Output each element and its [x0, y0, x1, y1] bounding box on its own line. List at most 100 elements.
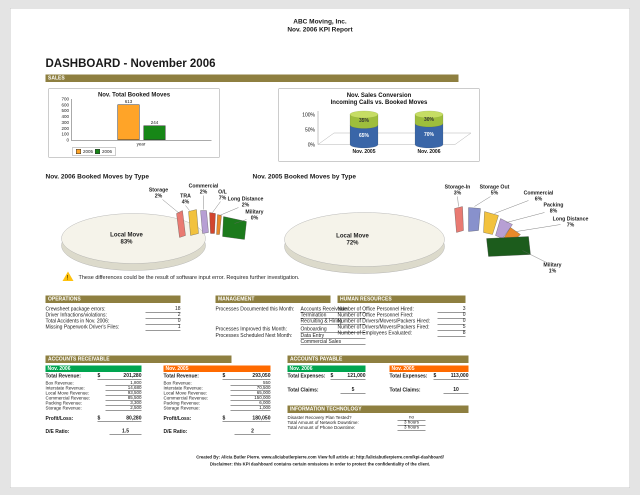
profit-loss-row: Profit/Loss: $ 80,280: [46, 416, 142, 422]
row-label: Total Revenue:: [45, 373, 81, 380]
ar-row: Interstate Revenue: 14,680: [46, 385, 142, 391]
row-value: 0: [145, 318, 181, 325]
row-label: Processes Scheduled Next Month:: [215, 333, 293, 339]
pie-label: Storage-In: [445, 185, 471, 191]
pie-label: Long Distance: [228, 197, 264, 203]
hr-row: Number of Office Personnel Hired: 3: [337, 306, 466, 313]
row-label: Number of Office Personnel Hired:: [337, 306, 414, 313]
row-label: Storage Revenue:: [45, 405, 82, 411]
kpi-report-page: ABC Moving, Inc. Nov. 2006 KPI Report DA…: [10, 8, 630, 488]
pie-pct: 0%: [251, 216, 259, 222]
pie-pct: 4%: [182, 200, 190, 206]
booked-label-2006: 70%: [424, 132, 435, 138]
leader-line: [494, 200, 529, 214]
process-item: Recruiting & Hiring: [300, 319, 366, 325]
row-label: Driver Infractions/violations:: [45, 312, 107, 319]
row-value: 3,300: [105, 400, 142, 406]
slice-military: [222, 216, 247, 240]
pie-label: Storage: [149, 188, 168, 194]
row-value: 6,000: [230, 400, 271, 406]
row-label: Commercial Revenue:: [163, 395, 209, 401]
row-label: Profit/Loss:: [45, 416, 74, 422]
row-label: Number of Drivers/Movers/Packers Hired:: [337, 318, 431, 325]
row-value: $ 201,280: [97, 373, 142, 380]
section-header-it-label: INFORMATION TECHNOLOGY: [290, 406, 362, 413]
category-label-2005: Nov. 2005: [353, 149, 376, 155]
currency-sign: $: [330, 373, 334, 379]
row-label: Total Accidents in Nov. 2006:: [45, 318, 110, 325]
section-header-hr-label: HUMAN RESOURCES: [340, 296, 392, 303]
floor-plane: [317, 132, 472, 145]
row-value: 2,500: [105, 405, 142, 411]
pie-label: TRA: [180, 194, 191, 200]
section-header-information-technology: INFORMATION TECHNOLOGY: [287, 405, 469, 413]
slice-storage: [176, 210, 186, 238]
legend-label-2005: 2005: [83, 149, 94, 154]
calls-label-2006: 30%: [424, 117, 435, 123]
ar-column-2006: Nov. 2006 Total Revenue: $ 201,280 Box R…: [45, 365, 142, 435]
row-value: 1: [145, 324, 181, 331]
row-label: Total Revenue:: [163, 373, 199, 380]
conversion-chart-subtitle: Incoming Calls vs. Booked Moves: [331, 100, 428, 106]
pie-label: Commercial: [189, 184, 219, 190]
bar-chart-legend: 2005 2006: [72, 147, 117, 156]
hr-row: Number of Drivers/Movers/Packers Fired: …: [338, 324, 466, 331]
pie-label: Commercial: [524, 191, 554, 197]
row-value: 85,500: [105, 395, 142, 401]
row-label: Local Move Revenue:: [163, 390, 208, 396]
period-header-2006: Nov. 2006: [45, 365, 142, 372]
section-header-operations: OPERATIONS: [45, 295, 181, 303]
row-value: $ 113,000: [433, 373, 469, 380]
row-value: 1,000: [230, 405, 271, 411]
it-row: Total Amount of Phone Downtime: 3 hours: [288, 424, 438, 431]
slice-military: [486, 236, 531, 257]
slice-ol: [209, 212, 216, 234]
plot-area: 613 244: [71, 99, 212, 141]
row-value: 5: [340, 387, 366, 394]
slice-storage-in: [454, 206, 464, 233]
ytick-50: 50%: [305, 128, 316, 134]
letterhead: ABC Moving, Inc. Nov. 2006 KPI Report: [11, 18, 630, 34]
row-values: Data Entry Commercial Sales: [300, 333, 366, 345]
ar-row: Local Move Revenue: 93,500: [46, 390, 142, 396]
row-value: 3 hours: [397, 424, 426, 431]
row-label: Processes Improved this Month:: [215, 326, 287, 333]
management-row: Processes Scheduled Next Month: Data Ent…: [216, 333, 366, 345]
row-label: Disaster Recovery Plan Tested?: [287, 415, 352, 420]
row-label: D/E Ratio:: [45, 429, 70, 435]
cylinder-2006: 70% 30%: [414, 110, 444, 149]
amount: 293,050: [252, 373, 271, 379]
ar-row: Packing Revenue: 6,000: [164, 400, 271, 406]
warning-note: These differences could be the result of…: [78, 274, 300, 281]
hr-row: Number of Drivers/Movers/Packers Hired: …: [337, 318, 466, 325]
bar-wrap-2006: 244: [142, 99, 168, 140]
row-value: $ 80,280: [97, 415, 142, 422]
section-header-management: MANAGEMENT: [215, 295, 331, 303]
total-expenses-row: Total Expenses: $ 121,000: [288, 373, 366, 380]
row-label: Total Claims:: [389, 387, 421, 394]
process-item: Termination: [300, 313, 366, 319]
leader-line: [185, 205, 190, 211]
company-name: ABC Moving, Inc.: [293, 17, 347, 26]
process-item: Commercial Sales: [300, 339, 366, 345]
ar-row: Packing Revenue: 3,300: [46, 400, 142, 406]
cylinder-top-cap: [349, 110, 379, 119]
pie-label-local-move: Local Move: [336, 234, 369, 240]
row-value: 70,500: [230, 385, 271, 391]
amount: 80,280: [126, 415, 142, 422]
legend-label-2006: 2006: [102, 149, 113, 154]
ar-row: Box Revenue: 550: [163, 380, 271, 386]
row-label: Box Revenue:: [163, 380, 192, 386]
pie-label: O/L: [218, 190, 227, 196]
slice-tra: [188, 209, 199, 236]
row-value: 65,000: [230, 390, 271, 396]
bar-chart-title: Nov. Total Booked Moves: [97, 91, 171, 98]
section-header-accounts-payable: ACCOUNTS PAYABLE: [287, 355, 469, 363]
operations-row: Missing Paperwork Driver's Files: 1: [46, 324, 181, 331]
row-value: $ 180,050: [222, 416, 271, 422]
pie-pct-local-move: 72%: [346, 241, 359, 247]
sales-conversion-svg: Nov. Sales Conversion Incoming Calls vs.…: [302, 93, 472, 155]
pie-label: Military: [245, 210, 263, 216]
section-header-sales-label: SALES: [48, 75, 65, 82]
leader-line: [457, 196, 459, 207]
